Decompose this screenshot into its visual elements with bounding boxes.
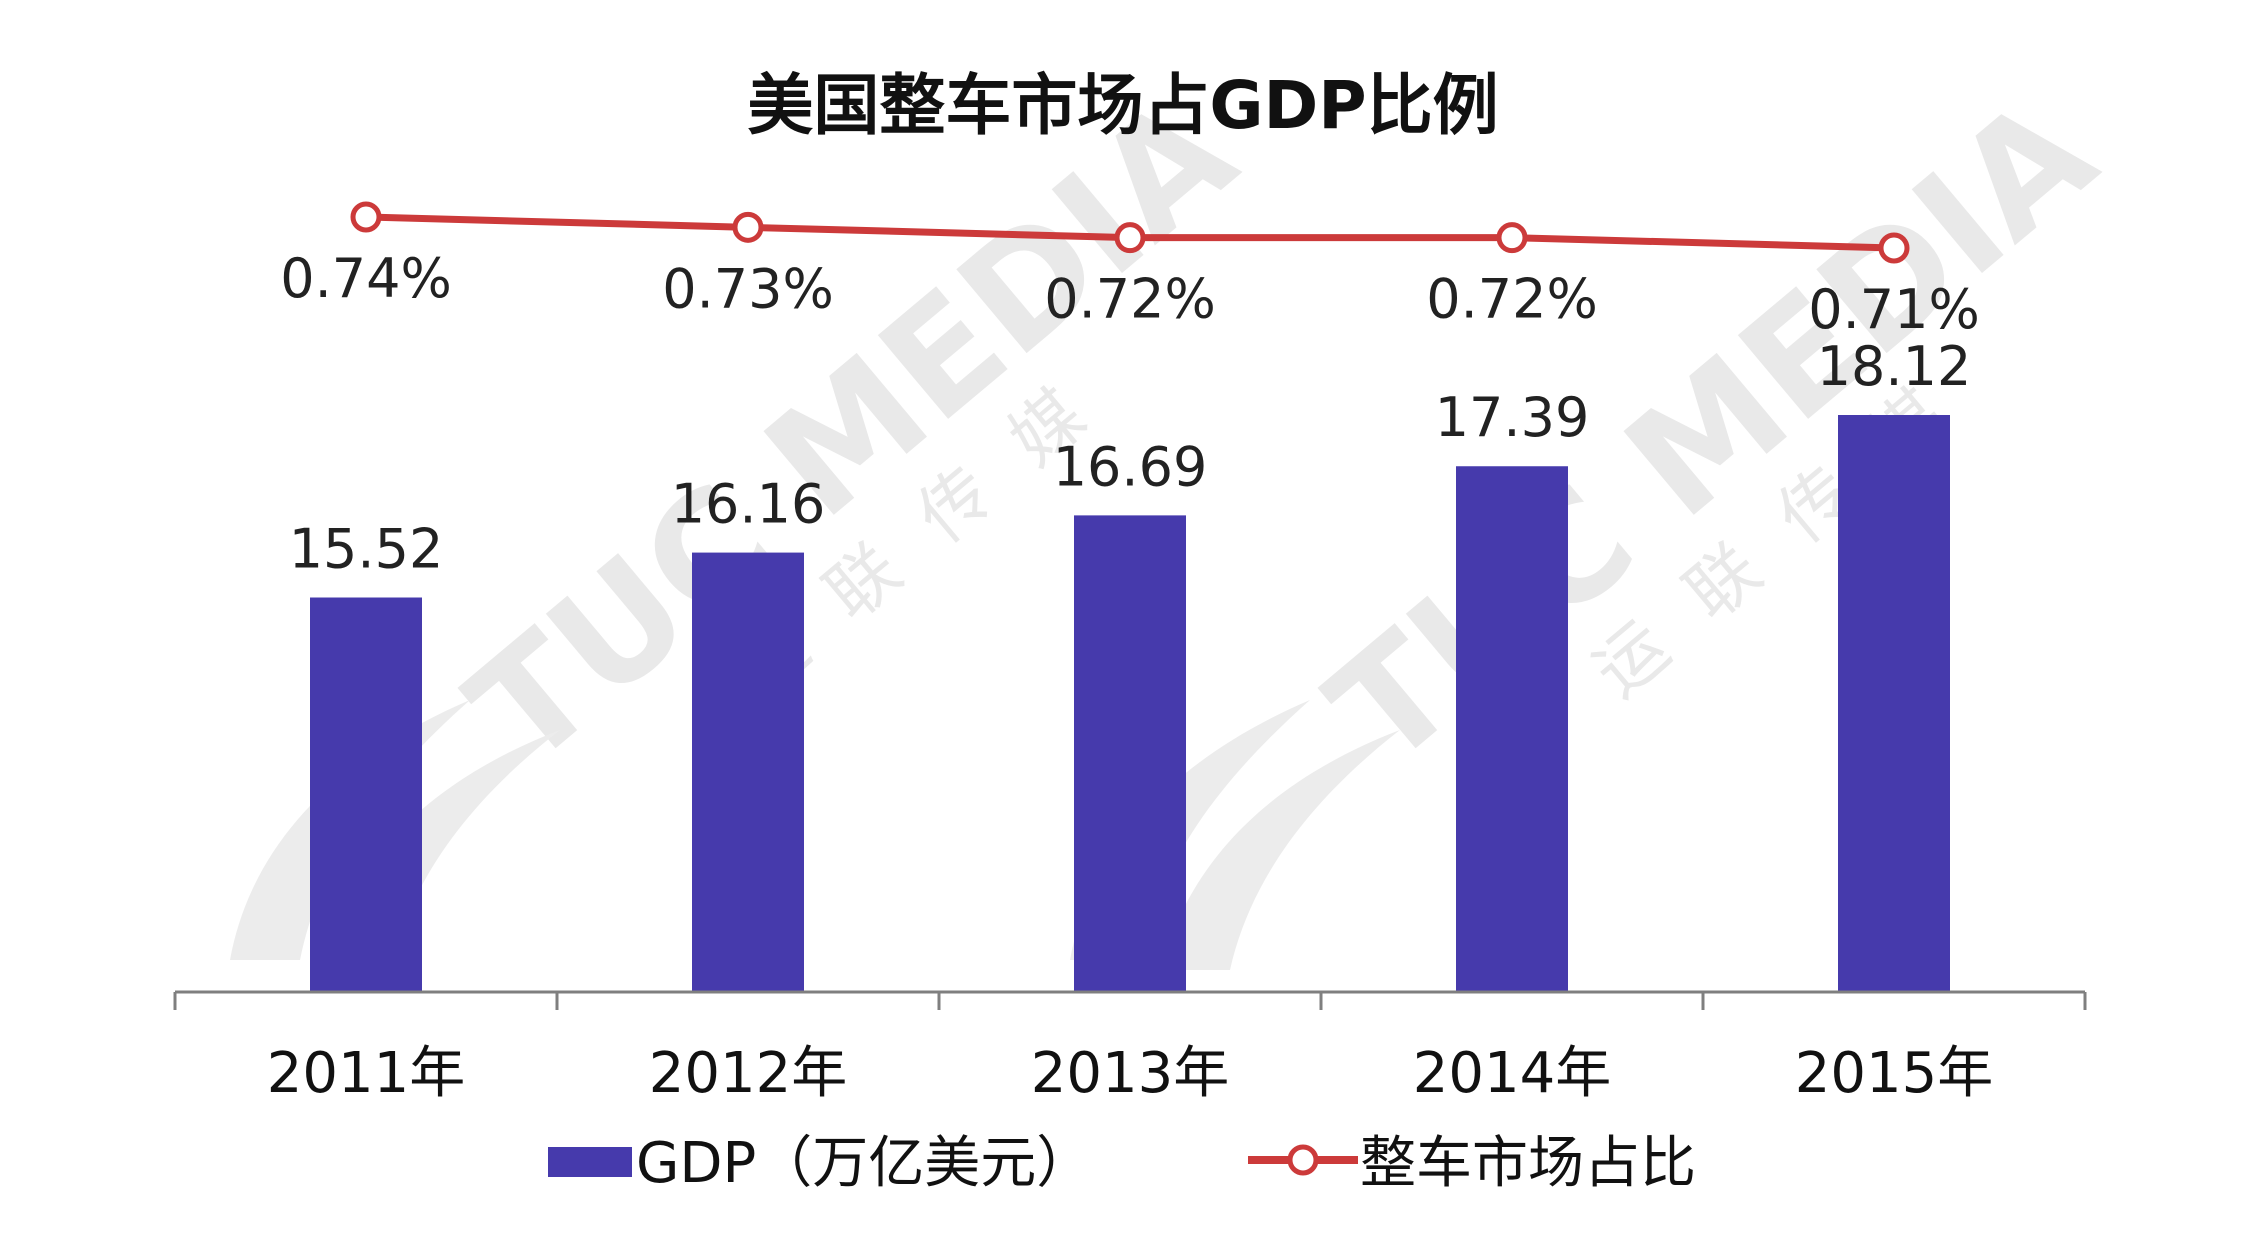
line-point-4	[1496, 222, 1528, 254]
x-tick-label-1: 2011年	[267, 1041, 466, 1106]
line-series	[350, 201, 1910, 264]
line-value-label-3: 0.72%	[1044, 268, 1216, 331]
line-value-labels: 0.74% 0.73% 0.72% 0.72% 0.71%	[280, 247, 1980, 341]
line-point-2	[732, 211, 764, 243]
x-tick-label-2: 2012年	[649, 1041, 848, 1106]
bar-value-label-4: 17.39	[1435, 386, 1590, 449]
watermark-logo-2b	[1160, 730, 1400, 970]
x-tick-label-4: 2014年	[1413, 1041, 1612, 1106]
x-tick-label-3: 2013年	[1031, 1041, 1230, 1106]
line-point-1	[350, 201, 382, 233]
line-point-5	[1878, 232, 1910, 264]
bar-value-labels: 15.52 16.16 16.69 17.39 18.12	[289, 335, 1972, 581]
x-axis: 2011年 2012年 2013年 2014年 2015年	[173, 990, 2087, 1106]
bar-2	[692, 552, 804, 992]
bar-3	[1074, 515, 1186, 992]
line-value-label-1: 0.74%	[280, 247, 452, 310]
line-point-3	[1114, 222, 1146, 254]
bar-1	[310, 597, 422, 992]
chart-title: 美国整车市场占GDP比例	[747, 67, 1498, 144]
bar-value-label-1: 15.52	[289, 518, 444, 581]
x-tick-label-5: 2015年	[1795, 1041, 1994, 1106]
line-value-label-4: 0.72%	[1426, 268, 1598, 331]
bar-5	[1838, 415, 1950, 992]
legend: GDP（万亿美元） 整车市场占比	[548, 1131, 1696, 1196]
line-value-label-2: 0.73%	[662, 257, 834, 320]
bar-series	[310, 415, 1950, 993]
legend-label-gdp: GDP（万亿美元）	[636, 1131, 1092, 1196]
line-value-label-5: 0.71%	[1808, 278, 1980, 341]
bar-value-label-5: 18.12	[1817, 335, 1972, 398]
watermark-text-2: TUC MEDIA	[1299, 66, 2127, 800]
bar-4	[1456, 466, 1568, 993]
bar-value-label-2: 16.16	[671, 473, 826, 536]
legend-swatch-gdp	[548, 1147, 632, 1177]
legend-swatch-marker	[1287, 1144, 1319, 1176]
legend-label-share: 整车市场占比	[1360, 1131, 1696, 1196]
bar-value-label-3: 16.69	[1053, 435, 1208, 498]
